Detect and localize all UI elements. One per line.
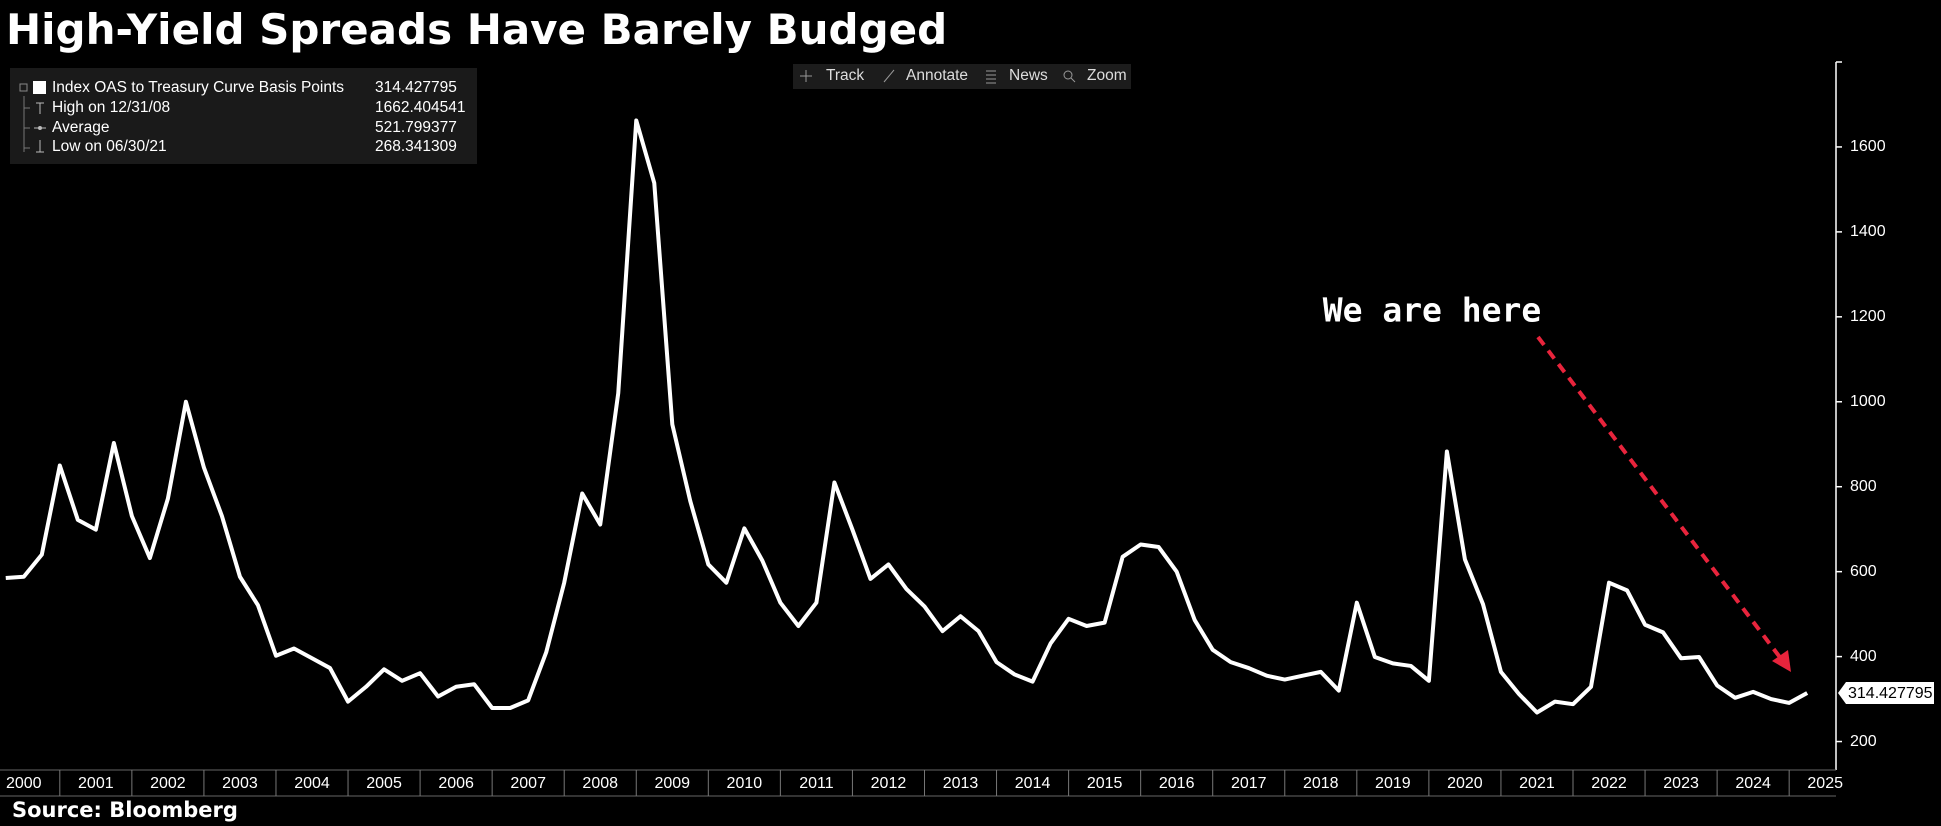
source: Source: Bloomberg (12, 798, 238, 822)
y-tick-label: 400 (1850, 648, 1877, 665)
news-button[interactable]: News (986, 67, 1048, 84)
legend-icon (36, 140, 44, 153)
x-tick-label: 2013 (943, 775, 979, 792)
legend-label: Average (52, 119, 109, 136)
legend-value: 268.341309 (375, 138, 457, 155)
x-tick-label: 2017 (1231, 775, 1267, 792)
legend-collapse[interactable] (19, 83, 28, 92)
x-tick-label: 2007 (510, 775, 546, 792)
y-tick-label: 800 (1850, 478, 1877, 495)
toolbar-label[interactable]: Annotate (906, 67, 968, 84)
x-tick-label: 2025 (1807, 775, 1843, 792)
annotation-arrowhead (1772, 650, 1791, 672)
x-tick-label: 2006 (438, 775, 474, 792)
y-tick-label: 1200 (1850, 308, 1886, 325)
toolbar-label[interactable]: Zoom (1087, 67, 1127, 84)
x-tick-label: 2005 (366, 775, 402, 792)
icon (883, 69, 895, 83)
icon (800, 70, 812, 82)
y-tick-label: 1400 (1850, 223, 1886, 240)
legend-icon (38, 126, 42, 130)
x-tick-label: 2021 (1519, 775, 1555, 792)
x-tick-label: 2022 (1591, 775, 1627, 792)
x-tick-label: 2010 (727, 775, 763, 792)
annotate-button[interactable]: Annotate (883, 67, 968, 84)
legend-label: Low on 06/30/21 (52, 138, 167, 155)
x-tick-label: 2012 (871, 775, 907, 792)
y-tick-label: 600 (1850, 563, 1877, 580)
x-tick-label: 2003 (222, 775, 258, 792)
legend-value: 521.799377 (375, 119, 457, 136)
x-tick-label: 2009 (654, 775, 690, 792)
chart-title: High-Yield Spreads Have Barely Budged (6, 5, 947, 54)
legend-box (10, 68, 477, 164)
series-line (5, 118, 1809, 715)
x-tick-label: 2024 (1735, 775, 1771, 792)
y-tick-label: 200 (1850, 733, 1877, 750)
x-tick-label: 2004 (294, 775, 330, 792)
icon (1070, 77, 1076, 83)
x-tick-label: 2011 (799, 775, 834, 792)
x-axis-band (0, 770, 1836, 796)
legend-icon (36, 102, 44, 114)
toolbar-label[interactable]: News (1009, 67, 1048, 84)
legend-label: Index OAS to Treasury Curve Basis Points (52, 79, 344, 96)
legend: Index OAS to Treasury Curve Basis Points… (10, 68, 477, 164)
y-tick-label: 1000 (1850, 393, 1886, 410)
y-tick-label: 1600 (1850, 138, 1886, 155)
legend-value: 1662.404541 (375, 99, 466, 116)
legend-label: High on 12/31/08 (52, 99, 170, 116)
x-tick-label: 2000 (6, 775, 42, 792)
x-tick-label: 2002 (150, 775, 186, 792)
last-value-label: 314.427795 (1848, 685, 1933, 702)
x-tick-label: 2020 (1447, 775, 1483, 792)
annotation: We are here (1323, 291, 1542, 330)
x-tick-label: 2019 (1375, 775, 1411, 792)
x-tick-label: 2014 (1015, 775, 1051, 792)
legend-value: 314.427795 (375, 79, 457, 96)
toolbar-bg (793, 64, 1131, 89)
icon (1063, 70, 1073, 80)
last-value-tag (1838, 681, 1934, 704)
x-tick-label: 2018 (1303, 775, 1339, 792)
icon (986, 70, 996, 84)
x-tick-label: 2008 (582, 775, 618, 792)
legend-tree (23, 96, 30, 152)
x-tick-label: 2015 (1087, 775, 1123, 792)
track-button[interactable]: Track (800, 67, 864, 84)
x-tick-label: 2001 (78, 775, 114, 792)
toolbar: Track Annotate News Zoom (793, 64, 1131, 89)
x-tick-label: 2023 (1663, 775, 1699, 792)
toolbar-label[interactable]: Track (826, 67, 864, 84)
zoom-button[interactable]: Zoom (1063, 67, 1127, 84)
x-tick-label: 2016 (1159, 775, 1195, 792)
legend-swatch (33, 81, 46, 94)
